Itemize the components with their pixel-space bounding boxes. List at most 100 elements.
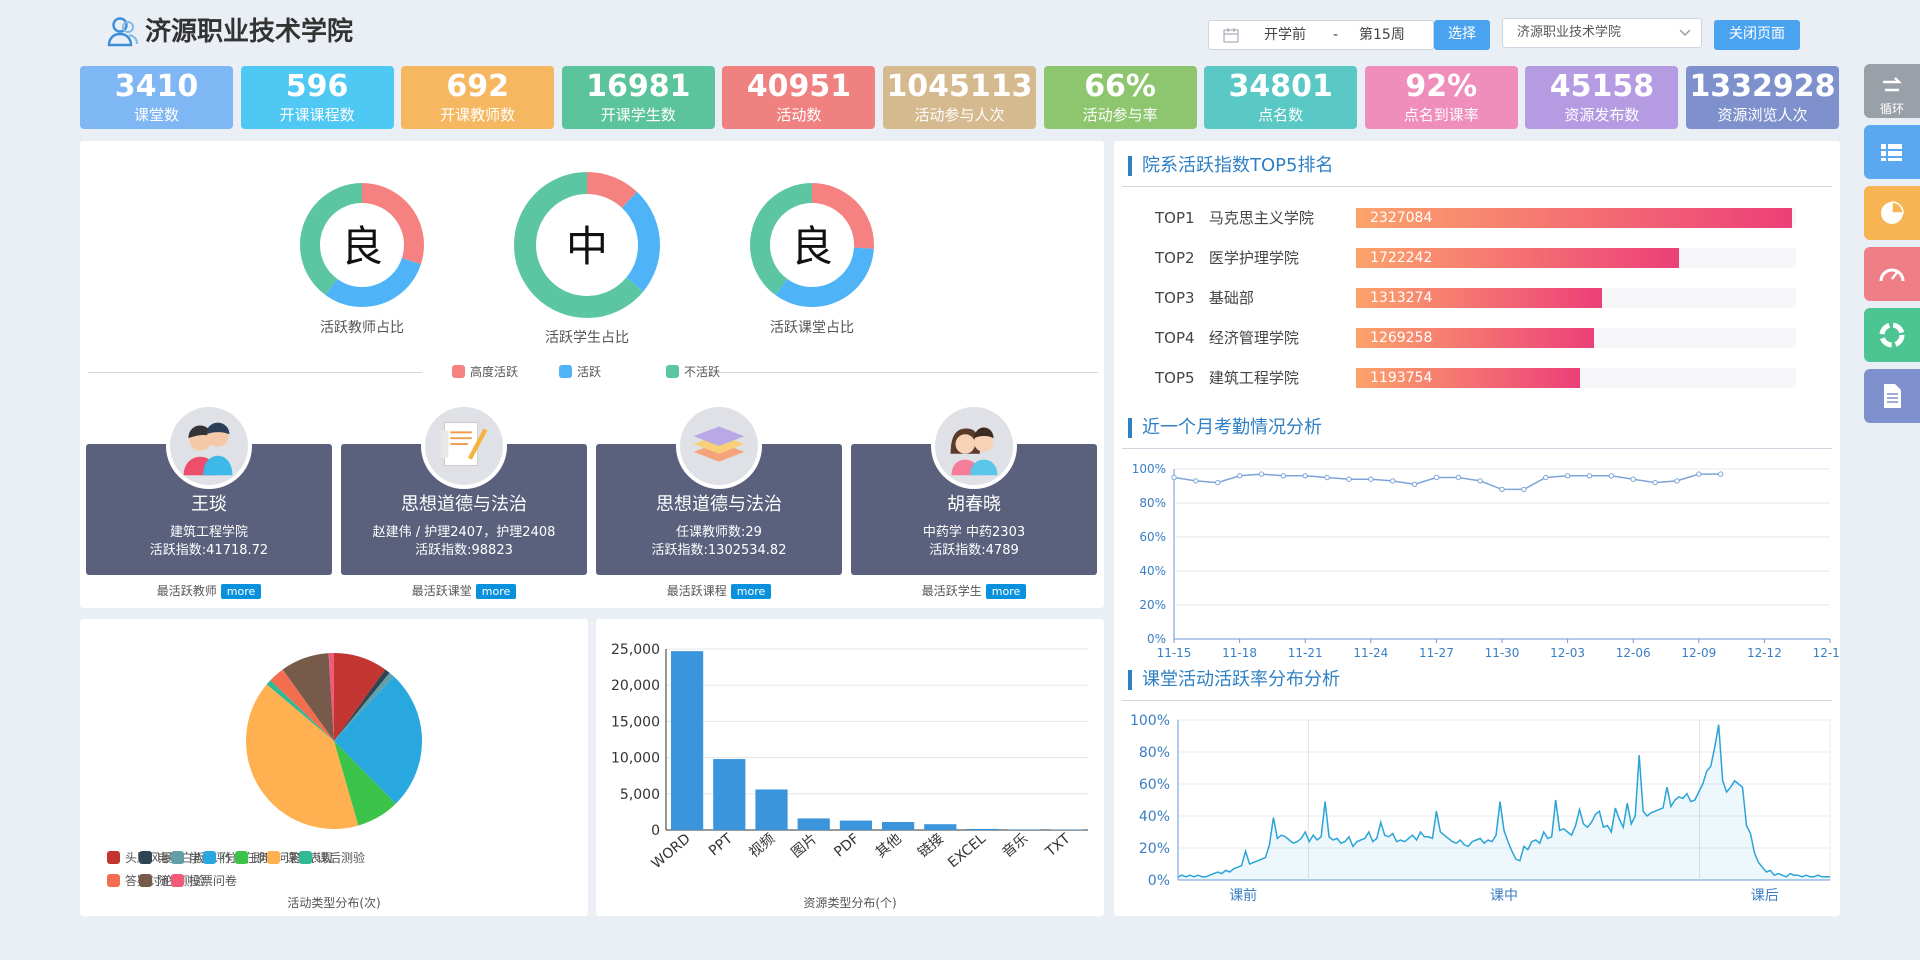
legend-item: 高度活跃 bbox=[452, 365, 518, 379]
date-to[interactable]: 第15周 bbox=[1359, 27, 1405, 43]
select-button[interactable]: 选择 bbox=[1434, 20, 1490, 50]
stat-value: 16981 bbox=[586, 69, 691, 104]
more-button[interactable]: more bbox=[730, 584, 772, 599]
x-tick: 12-03 bbox=[1550, 646, 1585, 660]
stat-label: 点名数 bbox=[1258, 106, 1304, 124]
donut-chart: 良 bbox=[300, 183, 424, 307]
side-nav-list[interactable] bbox=[1864, 125, 1920, 179]
date-range-picker[interactable]: 开学前 - 第15周 bbox=[1208, 20, 1434, 50]
users-logo-icon bbox=[107, 17, 138, 47]
teacher-avatar-icon bbox=[183, 422, 233, 476]
stat-label: 开课学生数 bbox=[600, 106, 676, 124]
card-title: 思想道德与法治 bbox=[401, 494, 527, 515]
y-tick: 20% bbox=[1139, 598, 1166, 612]
pie-chart-icon bbox=[1881, 201, 1904, 224]
card-detail: 中药学 中药2303 bbox=[922, 525, 1026, 540]
card-title: 胡春晓 bbox=[947, 494, 1001, 515]
x-tick: 视频 bbox=[746, 831, 778, 861]
close-page-button[interactable]: 关闭页面 bbox=[1714, 20, 1800, 50]
x-tick: 12-09 bbox=[1681, 646, 1716, 660]
ranking-title: 院系活跃指数TOP5排名 bbox=[1128, 156, 1333, 176]
donut-chart: 中 bbox=[514, 172, 660, 318]
bar bbox=[755, 789, 788, 830]
card-caption: 最活跃课程 bbox=[666, 584, 727, 598]
stat-value: 1332928 bbox=[1689, 69, 1836, 104]
ranking-row: TOP4 经济管理学院 bbox=[1155, 328, 1299, 348]
stat-label: 资源发布数 bbox=[1564, 106, 1640, 124]
donut-chart: 良 bbox=[750, 183, 874, 307]
activity-type-pie-chart bbox=[246, 653, 423, 829]
y-tick: 0% bbox=[1148, 873, 1170, 889]
x-tick: 课后 bbox=[1751, 888, 1779, 904]
stat-tile: 92% 点名到课率 bbox=[1364, 66, 1518, 129]
attendance-title: 近一个月考勤情况分析 bbox=[1128, 418, 1322, 438]
rank-name: 基础部 bbox=[1208, 289, 1254, 307]
stat-label: 课堂数 bbox=[133, 106, 179, 124]
rank-label: TOP4 bbox=[1155, 329, 1195, 347]
y-tick: 40% bbox=[1139, 564, 1166, 578]
rank-name: 经济管理学院 bbox=[1208, 329, 1299, 347]
card-caption-row: 最活跃课程 more bbox=[596, 582, 842, 599]
card-caption: 最活跃课堂 bbox=[411, 584, 472, 598]
data-point bbox=[1652, 479, 1658, 486]
stat-label: 活动数 bbox=[776, 106, 822, 124]
date-from[interactable]: 开学前 bbox=[1264, 27, 1306, 43]
side-nav-loop[interactable]: 循环 bbox=[1864, 64, 1920, 118]
x-tick: PDF bbox=[831, 831, 862, 861]
x-tick: 课中 bbox=[1490, 888, 1518, 904]
rank-bar bbox=[1356, 248, 1679, 268]
more-button[interactable]: more bbox=[475, 584, 517, 599]
x-tick: 11-27 bbox=[1419, 646, 1454, 660]
y-tick: 80% bbox=[1139, 496, 1166, 510]
donut-label: 活跃课堂占比 bbox=[770, 320, 854, 336]
more-button[interactable]: more bbox=[985, 584, 1027, 599]
y-tick: 20,000 bbox=[611, 678, 660, 694]
legend-swatch bbox=[139, 851, 152, 864]
y-tick: 100% bbox=[1132, 462, 1166, 476]
donut-segment bbox=[514, 172, 660, 318]
donut-grade: 中 bbox=[566, 222, 608, 271]
y-tick: 0% bbox=[1147, 632, 1166, 646]
stat-label: 点名到课率 bbox=[1403, 106, 1479, 124]
calendar-icon bbox=[1223, 28, 1239, 43]
date-separator: - bbox=[1333, 27, 1339, 43]
data-point bbox=[1280, 473, 1287, 479]
legend-swatch bbox=[139, 874, 152, 887]
card-title: 王琰 bbox=[191, 494, 227, 515]
data-point bbox=[1521, 486, 1527, 493]
data-point bbox=[1717, 471, 1724, 477]
attendance-line bbox=[1173, 473, 1721, 491]
side-nav-pie-chart[interactable] bbox=[1864, 186, 1920, 240]
donut-segment bbox=[514, 172, 660, 318]
donut-segment bbox=[750, 183, 874, 307]
school-select[interactable]: 济源职业技术学院 bbox=[1502, 18, 1702, 48]
pie-slice bbox=[334, 669, 390, 741]
stat-value: 40951 bbox=[746, 69, 852, 104]
donut-segment bbox=[300, 183, 424, 307]
legend-swatch bbox=[666, 365, 679, 378]
bar bbox=[966, 828, 999, 830]
card-avatar bbox=[166, 403, 252, 489]
rank-bar bbox=[1356, 288, 1603, 308]
stat-label: 活动参与率 bbox=[1082, 106, 1158, 124]
legend-item: 课后测验 bbox=[299, 851, 365, 865]
side-nav-gauge[interactable] bbox=[1864, 247, 1920, 301]
more-button[interactable]: more bbox=[220, 584, 262, 599]
stat-value: 692 bbox=[446, 69, 509, 104]
most-active-card: 思想道德与法治 任课教师数:29 活跃指数:1302534.82 bbox=[596, 444, 842, 575]
legend-swatch bbox=[267, 851, 280, 864]
y-tick: 20% bbox=[1139, 841, 1170, 857]
side-nav-document[interactable] bbox=[1864, 369, 1920, 423]
rank-value: 1193754 bbox=[1370, 370, 1433, 386]
rank-bar-track: 2327084 bbox=[1356, 208, 1796, 228]
legend-swatch bbox=[171, 851, 184, 864]
bar bbox=[924, 824, 957, 830]
student-avatar-icon bbox=[950, 427, 998, 476]
rank-bar-track: 1313274 bbox=[1356, 288, 1796, 308]
legend-swatch bbox=[559, 365, 572, 378]
side-nav-donut-chart[interactable] bbox=[1864, 308, 1920, 362]
stat-tile: 45158 资源发布数 bbox=[1525, 66, 1679, 129]
rank-bar-track: 1722242 bbox=[1356, 248, 1796, 268]
rank-bar bbox=[1356, 208, 1792, 228]
area-fill bbox=[1178, 724, 1830, 880]
